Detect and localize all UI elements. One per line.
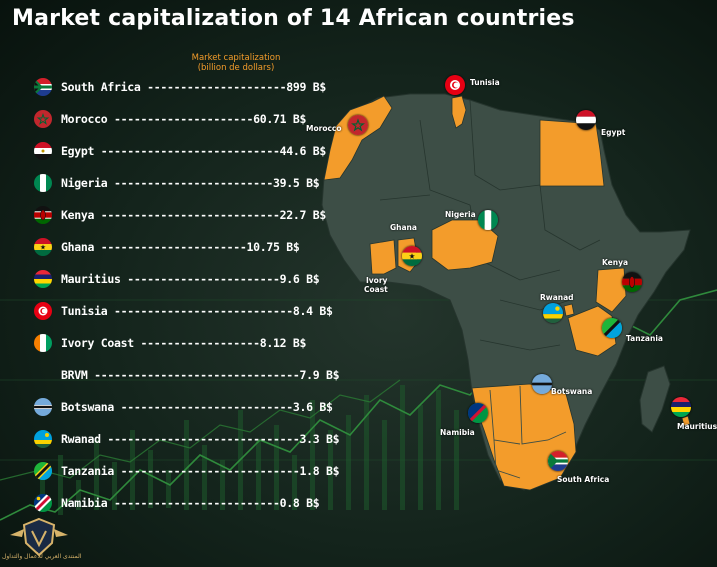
map-label-namibia: Namibia (440, 428, 475, 437)
flag-ivory-coast-icon (34, 334, 52, 352)
subhead-line-2: (billion de dollars) (197, 63, 275, 73)
row-label: Tunisia ---------------------------8.4 B… (61, 304, 333, 318)
flag-ghana-icon (34, 238, 52, 256)
country-rwanda (563, 303, 575, 317)
map-flag-kenya-icon (622, 272, 642, 292)
flag-botswana-icon (34, 398, 52, 416)
row-label: Egypt ---------------------------44.6 B$ (61, 144, 326, 158)
map-flag-mauritius-icon (671, 397, 691, 417)
list-item: Ghana ----------------------10.75 B$ (34, 238, 300, 256)
map-label-botswana: Botswana (551, 387, 593, 396)
row-label: Kenya ---------------------------22.7 B$ (61, 208, 326, 222)
map-label-ghana: Ghana (390, 223, 417, 232)
madagascar (639, 365, 671, 433)
map-label-tanzania: Tanzania (626, 334, 663, 343)
no-flag (34, 366, 52, 384)
list-item: Nigeria ------------------------39.5 B$ (34, 174, 320, 192)
africa-continent (321, 93, 691, 491)
list-item: South Africa ---------------------899 B$ (34, 78, 326, 96)
subhead-line-1: Market capitalization (191, 53, 281, 63)
row-label: Morocco ---------------------60.71 B$ (61, 112, 307, 126)
map-label-south-africa: South Africa (557, 475, 610, 484)
row-label: Rwanad -----------------------------3.3 … (61, 432, 340, 446)
map-label-nigeria: Nigeria (445, 210, 476, 219)
column-subhead: Market capitalization (billion de dollar… (188, 53, 284, 73)
map-label-ivory: Ivory (366, 276, 388, 285)
country-mauritius (681, 415, 691, 427)
flag-morocco-icon (34, 110, 52, 128)
row-label: BRVM -------------------------------7.9 … (61, 368, 340, 382)
map-label-morocco: Morocco (306, 124, 342, 133)
map-flag-egypt-icon (576, 110, 596, 130)
map-flag-tunisia-icon (445, 75, 465, 95)
flag-mauritius-icon (34, 270, 52, 288)
list-item: BRVM -------------------------------7.9 … (34, 366, 340, 384)
map-flag-botswana-icon (532, 374, 552, 394)
flag-kenya-icon (34, 206, 52, 224)
country-ivory-coast (369, 239, 397, 275)
map-flag-nigeria-icon (478, 210, 498, 230)
flag-south-africa-icon (34, 78, 52, 96)
flag-tanzania-icon (34, 462, 52, 480)
row-label: Botswana --------------------------3.6 B… (61, 400, 333, 414)
flag-rwanda-icon (34, 430, 52, 448)
flag-namibia-icon (34, 494, 52, 512)
chart-title: Market capitalization of 14 African coun… (12, 6, 575, 31)
map-label-kenya: Kenya (602, 258, 629, 267)
map-flag-namibia-icon (468, 403, 488, 423)
country-morocco (323, 95, 393, 181)
country-kenya (595, 267, 627, 313)
logo-shield-icon (10, 517, 68, 557)
map-flag-south-africa-icon (548, 451, 568, 471)
list-item: Rwanad -----------------------------3.3 … (34, 430, 340, 448)
list-item: Ivory Coast ------------------8.12 B$ (34, 334, 306, 352)
row-label: Ivory Coast ------------------8.12 B$ (61, 336, 307, 350)
country-egypt (539, 119, 605, 187)
map-label-tunisia: Tunisia (470, 78, 500, 87)
map-flag-rwanda-icon (543, 303, 563, 323)
list-item: Egypt ---------------------------44.6 B$ (34, 142, 326, 160)
flag-tunisia-icon (34, 302, 52, 320)
row-label: Tanzania ---------------------------1.8 … (61, 464, 340, 478)
map-label-rwanad: Rwanad (540, 293, 574, 302)
list-item: Morocco ---------------------60.71 B$ (34, 110, 306, 128)
row-label: Mauritius -----------------------9.6 B$ (61, 272, 320, 286)
row-label: Ghana ----------------------10.75 B$ (61, 240, 300, 254)
map-flag-tanzania-icon (602, 318, 622, 338)
country-tunisia (451, 95, 467, 129)
map-label-egypt: Egypt (601, 128, 626, 137)
row-label: South Africa ---------------------899 B$ (61, 80, 326, 94)
row-label: Nigeria ------------------------39.5 B$ (61, 176, 320, 190)
list-item: Tanzania ---------------------------1.8 … (34, 462, 340, 480)
flag-egypt-icon (34, 142, 52, 160)
map-flag-morocco-icon (348, 115, 368, 135)
country-tanzania (567, 305, 617, 357)
map-label-coast: Coast (364, 285, 388, 294)
country-nigeria (431, 219, 499, 271)
list-item: Namibia -------------------------0.8 B$ (34, 494, 320, 512)
list-item: Tunisia ---------------------------8.4 B… (34, 302, 333, 320)
map-label-mauritius: Mauritius (677, 422, 717, 431)
flag-nigeria-icon (34, 174, 52, 192)
map-flag-ghana-icon (402, 246, 422, 266)
list-item: Mauritius -----------------------9.6 B$ (34, 270, 320, 288)
logo-text: المنتدى العربي للأعمال والتداول (2, 553, 82, 560)
row-label: Namibia -------------------------0.8 B$ (61, 496, 320, 510)
list-item: Botswana --------------------------3.6 B… (34, 398, 333, 416)
list-item: Kenya ---------------------------22.7 B$ (34, 206, 326, 224)
